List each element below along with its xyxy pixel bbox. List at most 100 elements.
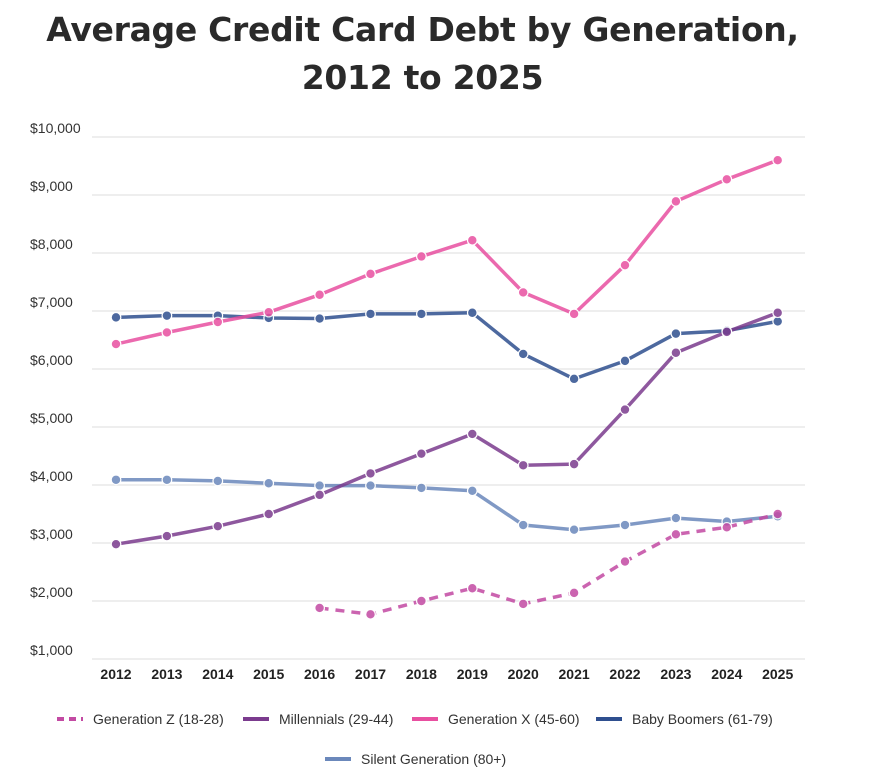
data-point[interactable] bbox=[314, 313, 326, 324]
legend-item[interactable]: Millennials (29-44) bbox=[243, 711, 393, 727]
data-point[interactable] bbox=[670, 512, 682, 524]
x-tick-label: 2023 bbox=[660, 666, 691, 682]
data-point[interactable] bbox=[365, 468, 376, 479]
series-line bbox=[114, 310, 780, 546]
y-tick-label: $9,000 bbox=[30, 178, 73, 194]
legend-label: Millennials (29-44) bbox=[279, 711, 393, 727]
data-point[interactable] bbox=[263, 508, 275, 520]
data-point[interactable] bbox=[212, 520, 224, 532]
data-point[interactable] bbox=[517, 598, 529, 610]
legend-label: Generation X (45-60) bbox=[448, 711, 580, 727]
series-line bbox=[114, 158, 780, 346]
data-point[interactable] bbox=[263, 306, 275, 318]
chart-title: Average Credit Card Debt by Generation, … bbox=[46, 10, 799, 97]
data-point[interactable] bbox=[263, 477, 275, 489]
y-tick-label: $1,000 bbox=[30, 642, 73, 658]
data-point[interactable] bbox=[568, 373, 580, 385]
data-point[interactable] bbox=[517, 459, 529, 471]
data-point[interactable] bbox=[670, 328, 682, 340]
data-point[interactable] bbox=[721, 521, 733, 533]
x-tick-label: 2021 bbox=[559, 666, 590, 682]
data-point[interactable] bbox=[772, 307, 784, 319]
data-point[interactable] bbox=[365, 268, 376, 280]
data-point[interactable] bbox=[619, 355, 631, 367]
y-tick-label: $7,000 bbox=[30, 294, 73, 310]
data-point[interactable] bbox=[568, 308, 580, 320]
series-0 bbox=[314, 508, 784, 620]
x-tick-label: 2025 bbox=[762, 666, 793, 682]
data-point[interactable] bbox=[314, 489, 326, 501]
data-point[interactable] bbox=[110, 474, 122, 486]
data-point[interactable] bbox=[212, 316, 224, 328]
x-tick-label: 2022 bbox=[609, 666, 640, 682]
series-2 bbox=[110, 154, 784, 350]
series-line bbox=[114, 310, 780, 381]
x-axis: 2012 2013 2014 2015 2016 2017 2018 2019 2020 2021… bbox=[100, 666, 793, 682]
x-tick-label: 2017 bbox=[355, 666, 386, 682]
data-point[interactable] bbox=[161, 474, 173, 486]
data-point[interactable] bbox=[161, 327, 173, 338]
y-tick-label: $10,000 bbox=[30, 120, 81, 136]
series-line bbox=[319, 512, 779, 617]
data-point[interactable] bbox=[110, 311, 122, 323]
data-point[interactable] bbox=[517, 287, 529, 298]
data-point[interactable] bbox=[619, 556, 631, 567]
data-point[interactable] bbox=[161, 310, 173, 322]
data-point[interactable] bbox=[212, 475, 224, 487]
data-point[interactable] bbox=[619, 259, 631, 271]
data-point[interactable] bbox=[466, 485, 478, 497]
data-point[interactable] bbox=[619, 519, 631, 531]
legend-item[interactable]: Generation Z (18-28) bbox=[57, 711, 224, 727]
x-tick-label: 2015 bbox=[253, 666, 284, 682]
data-point[interactable] bbox=[568, 587, 580, 599]
y-tick-label: $6,000 bbox=[30, 352, 73, 368]
data-point[interactable] bbox=[110, 338, 122, 350]
data-point[interactable] bbox=[161, 530, 173, 542]
series-1 bbox=[110, 307, 784, 550]
series-4 bbox=[110, 474, 784, 536]
data-point[interactable] bbox=[568, 458, 580, 470]
gridlines bbox=[92, 136, 805, 660]
data-point[interactable] bbox=[772, 154, 784, 166]
x-tick-label: 2016 bbox=[304, 666, 335, 682]
data-point[interactable] bbox=[721, 173, 733, 185]
data-point[interactable] bbox=[619, 404, 631, 416]
data-point[interactable] bbox=[110, 538, 122, 550]
y-tick-label: $5,000 bbox=[30, 410, 73, 426]
data-point[interactable] bbox=[314, 480, 326, 491]
data-point[interactable] bbox=[517, 519, 529, 531]
data-point[interactable] bbox=[466, 582, 478, 594]
data-point[interactable] bbox=[772, 508, 784, 520]
data-point[interactable] bbox=[416, 595, 427, 607]
data-point[interactable] bbox=[416, 251, 427, 262]
legend-item[interactable]: Baby Boomers (61-79) bbox=[596, 711, 773, 727]
x-tick-label: 2024 bbox=[711, 666, 742, 682]
data-point[interactable] bbox=[466, 307, 478, 319]
data-point[interactable] bbox=[416, 448, 427, 460]
data-point[interactable] bbox=[416, 308, 427, 320]
data-point[interactable] bbox=[568, 524, 580, 536]
data-point[interactable] bbox=[314, 602, 326, 614]
data-point[interactable] bbox=[466, 234, 478, 246]
x-tick-label: 2018 bbox=[406, 666, 437, 682]
legend-item[interactable]: Silent Generation (80+) bbox=[325, 751, 506, 767]
x-tick-label: 2014 bbox=[202, 666, 233, 682]
data-point[interactable] bbox=[416, 482, 427, 494]
x-tick-label: 2019 bbox=[457, 666, 488, 682]
data-point[interactable] bbox=[670, 528, 682, 540]
data-point[interactable] bbox=[365, 480, 376, 491]
data-point[interactable] bbox=[466, 428, 478, 440]
legend-item[interactable]: Generation X (45-60) bbox=[412, 711, 580, 727]
x-tick-label: 2013 bbox=[151, 666, 182, 682]
data-point[interactable] bbox=[670, 195, 682, 207]
legend: Generation Z (18-28) Millennials (29-44) G… bbox=[57, 711, 773, 767]
data-point[interactable] bbox=[365, 308, 376, 320]
data-point[interactable] bbox=[517, 348, 529, 360]
data-point[interactable] bbox=[670, 347, 682, 359]
data-point[interactable] bbox=[721, 326, 733, 338]
x-tick-label: 2020 bbox=[508, 666, 539, 682]
data-point[interactable] bbox=[314, 289, 326, 301]
series-line bbox=[114, 478, 780, 532]
data-point[interactable] bbox=[365, 608, 376, 620]
